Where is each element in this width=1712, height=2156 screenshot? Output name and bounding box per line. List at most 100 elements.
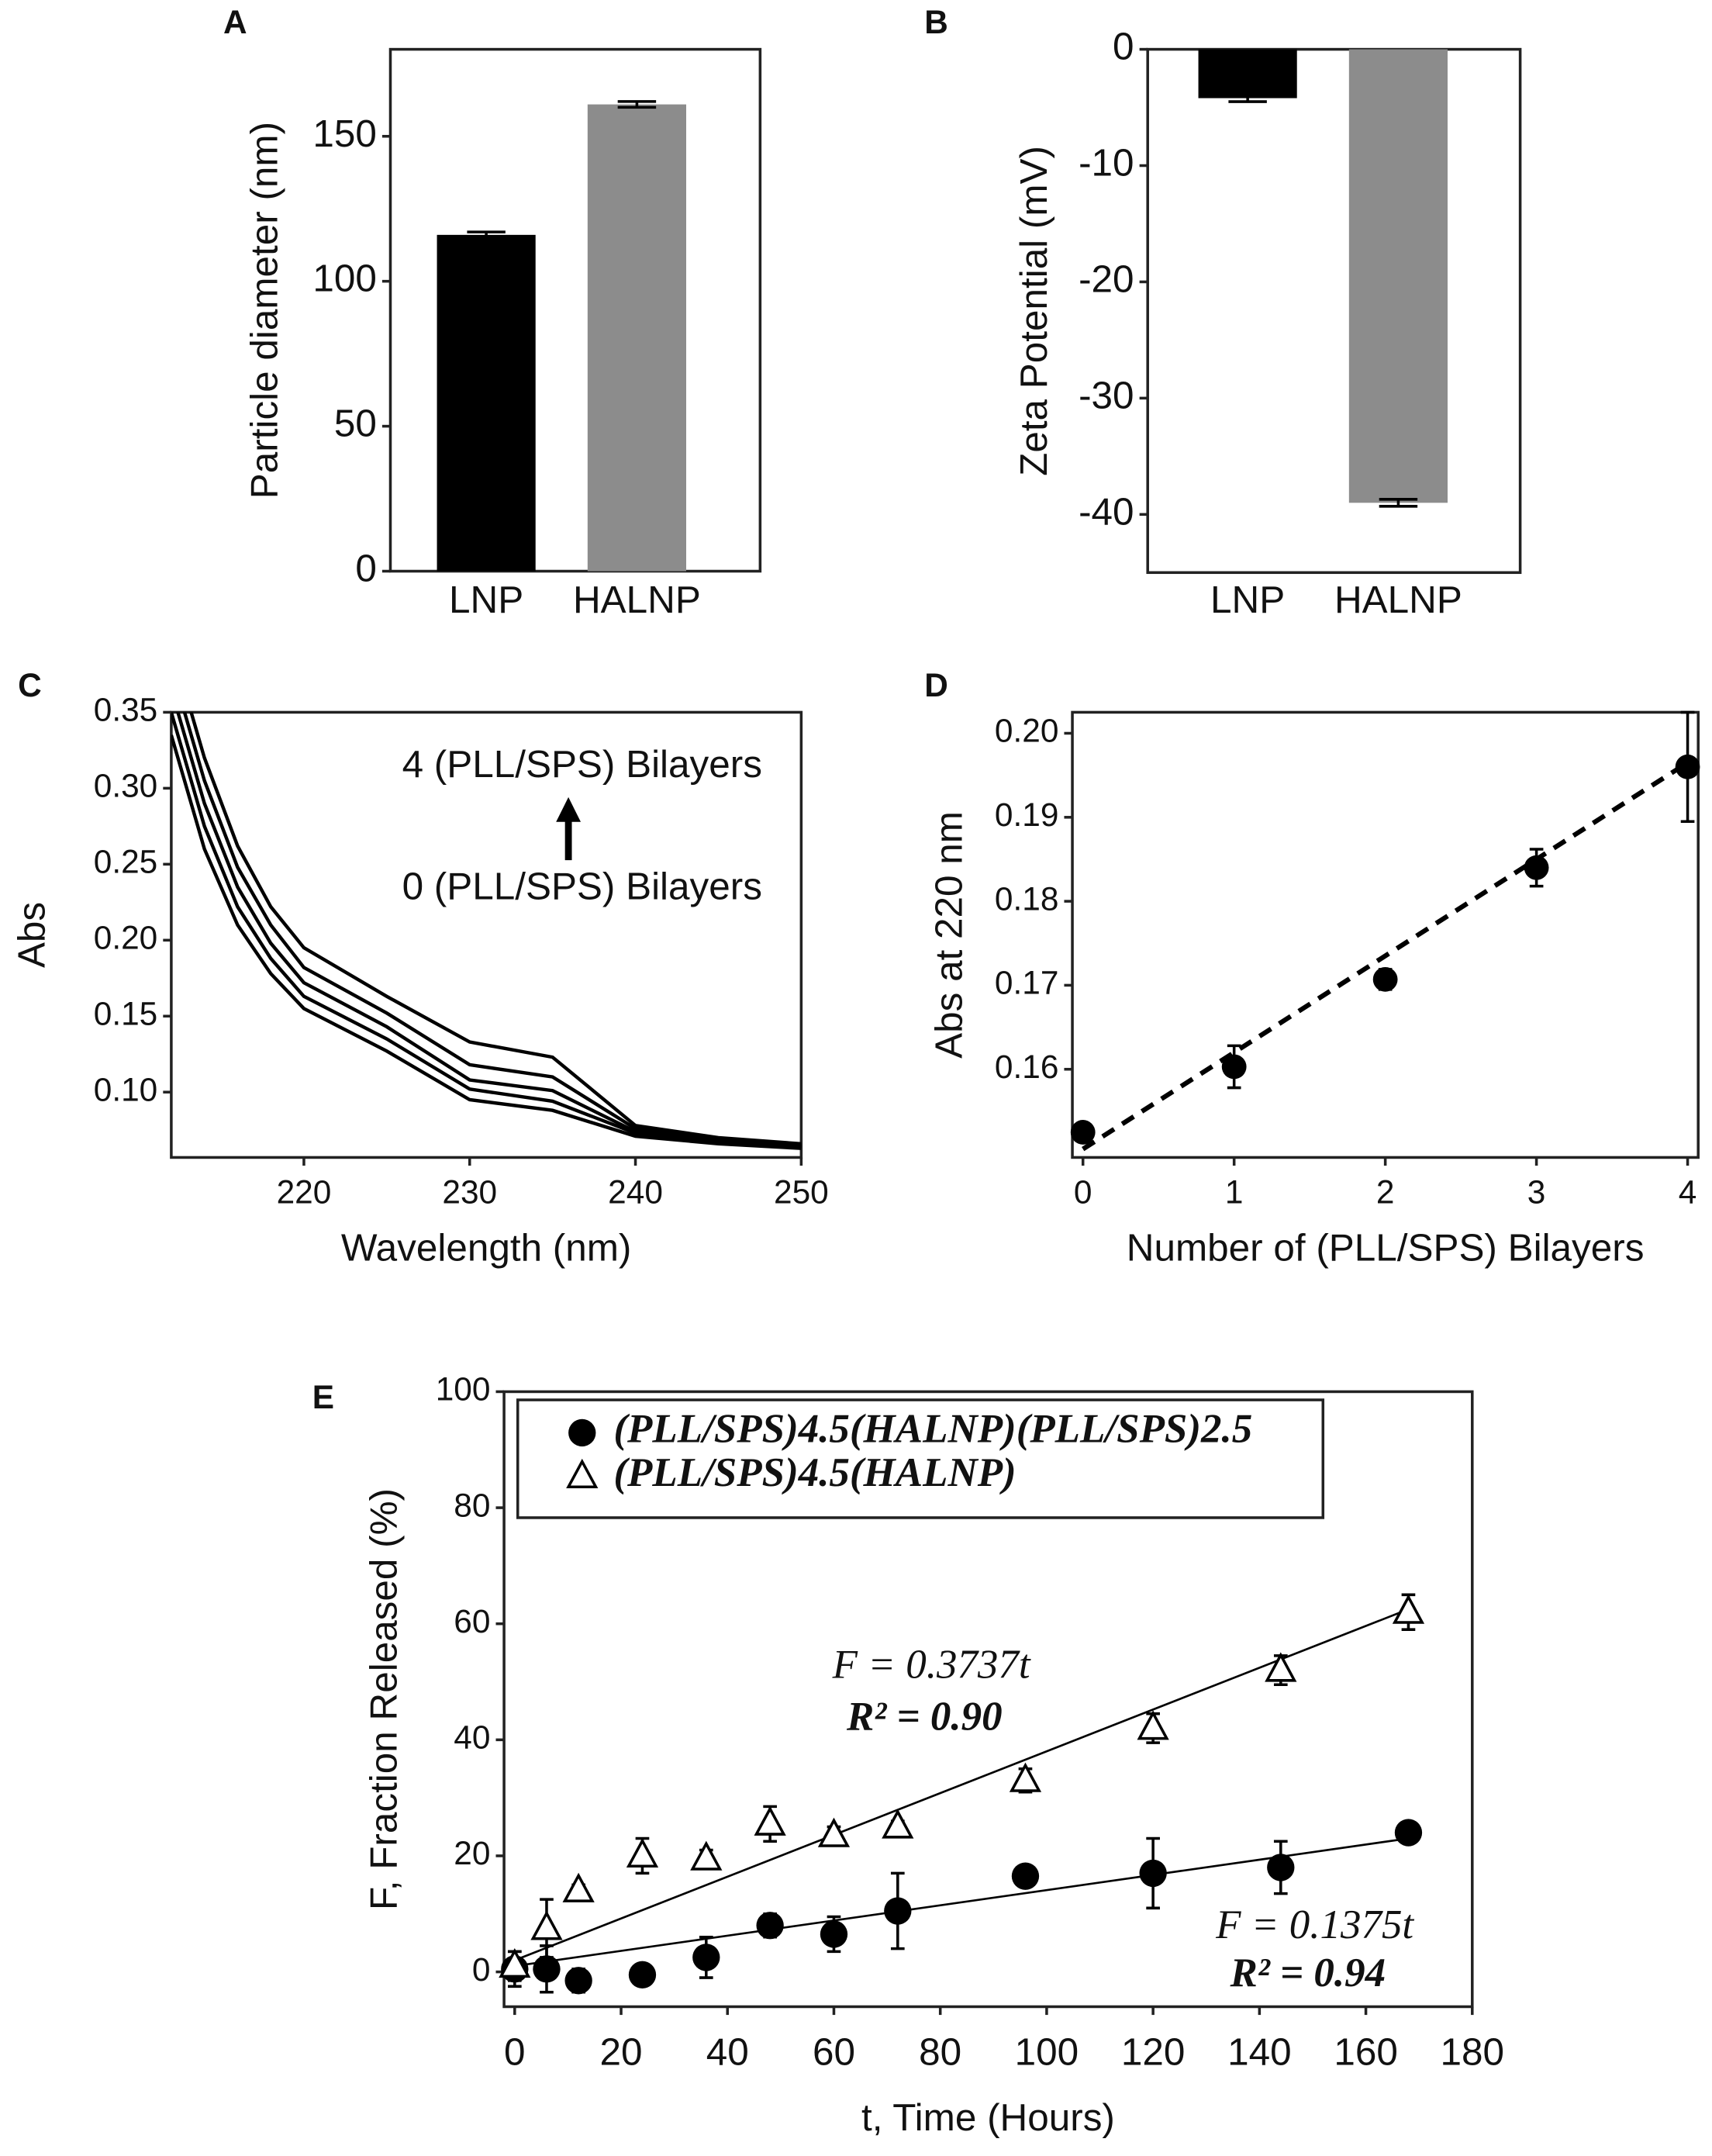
y-tick-label: 0.20	[995, 713, 1058, 749]
legend-marker	[566, 1458, 599, 1488]
y-tick-label: 0.30	[94, 768, 157, 804]
line	[176, 712, 802, 1149]
point	[882, 1809, 914, 1839]
y-tick-label: 0	[355, 548, 376, 590]
plot-frame	[1071, 710, 1700, 1159]
y-tick-label: 0.10	[94, 1071, 157, 1107]
y-tick-label: 100	[312, 257, 376, 300]
x-tick-label: 220	[277, 1173, 332, 1210]
plot-frame	[388, 47, 762, 573]
point	[820, 1920, 848, 1948]
line	[171, 734, 802, 1150]
y-tick-label: -40	[1079, 490, 1134, 533]
point	[1070, 1120, 1096, 1145]
y-tick-label: 0.19	[995, 796, 1058, 833]
annotation: R² = 0.90	[846, 1695, 1003, 1740]
y-tick-label: 50	[334, 403, 377, 445]
point	[533, 1955, 561, 1983]
point	[499, 1947, 531, 1978]
plot-frame	[1146, 47, 1522, 575]
y-axis-label: Abs	[10, 902, 53, 968]
panel-letter: C	[18, 667, 42, 703]
point	[1137, 1710, 1169, 1740]
point	[690, 1840, 723, 1871]
panel-letter: E	[312, 1379, 334, 1415]
fit-line	[1082, 760, 1690, 1152]
point	[1675, 754, 1700, 779]
y-tick-label: -30	[1079, 374, 1134, 416]
annotation: F = 0.3737t	[832, 1642, 1031, 1687]
y-tick-label: 0.35	[94, 692, 157, 728]
y-tick-label: 0.20	[94, 919, 157, 955]
x-axis-label: Wavelength (nm)	[341, 1227, 632, 1270]
panel-letter: B	[924, 4, 948, 40]
point	[754, 1805, 786, 1836]
y-tick-label: 0.15	[94, 995, 157, 1031]
legend-box	[516, 1398, 1325, 1519]
y-tick-label: 0.25	[94, 844, 157, 880]
x-tick-label: 250	[774, 1173, 829, 1210]
plot-frame	[502, 1390, 1474, 2009]
x-tick-label: 230	[442, 1173, 497, 1210]
x-tick-label: 180	[1441, 2030, 1504, 2073]
y-axis-label: Particle diameter (nm)	[243, 122, 286, 499]
y-tick-label: -10	[1079, 142, 1134, 185]
x-tick-label: 240	[608, 1173, 663, 1210]
point	[530, 1910, 563, 1940]
x-tick-label: LNP	[449, 579, 523, 621]
y-tick-label: 0.17	[995, 965, 1058, 1001]
y-tick-label: 60	[454, 1603, 490, 1639]
y-tick-label: 150	[312, 112, 376, 155]
x-axis-label: t, Time (Hours)	[861, 2096, 1115, 2139]
y-tick-label: 80	[454, 1487, 490, 1523]
point	[1265, 1652, 1297, 1682]
bar	[587, 104, 686, 572]
x-tick-label: 0	[504, 2030, 526, 2073]
x-tick-label: HALNP	[573, 579, 701, 621]
y-tick-label: 0	[1113, 26, 1134, 68]
point	[1394, 1819, 1423, 1847]
point	[1372, 966, 1398, 992]
y-axis-label: Zeta Potential (mV)	[1013, 146, 1055, 476]
y-tick-label: 40	[454, 1719, 490, 1756]
y-tick-label: 0.18	[995, 880, 1058, 917]
point	[1009, 1762, 1042, 1792]
point	[1524, 855, 1549, 880]
x-tick-label: 4	[1679, 1173, 1697, 1210]
point	[1392, 1594, 1425, 1624]
y-tick-label: 20	[454, 1835, 490, 1871]
bar	[437, 234, 536, 572]
x-tick-label: 160	[1334, 2030, 1397, 2073]
point	[884, 1897, 912, 1925]
x-tick-label: 140	[1227, 2030, 1291, 2073]
y-tick-label: 0.16	[995, 1049, 1058, 1085]
panel-letter: A	[223, 4, 247, 40]
fit-line	[514, 1837, 1409, 1968]
point	[628, 1961, 657, 1988]
legend-label: (PLL/SPS)4.5(HALNP)	[613, 1450, 1016, 1495]
annotation: 4 (PLL/SPS) Bilayers	[402, 743, 762, 786]
point	[562, 1872, 595, 1902]
fit-line	[514, 1608, 1409, 1961]
x-tick-label: 2	[1376, 1173, 1395, 1210]
annotation: R² = 0.94	[1230, 1950, 1386, 1995]
point	[1267, 1854, 1295, 1881]
legend-marker	[568, 1418, 596, 1447]
point	[692, 1944, 720, 1971]
arrow-head	[556, 796, 581, 822]
plot-frame	[170, 710, 803, 1159]
x-tick-label: LNP	[1210, 579, 1285, 621]
legend-label: (PLL/SPS)4.5(HALNP)(PLL/SPS)2.5	[613, 1407, 1252, 1452]
x-tick-label: 60	[813, 2030, 855, 2073]
point	[1139, 1859, 1167, 1888]
line	[182, 712, 802, 1147]
y-tick-label: 100	[436, 1371, 491, 1408]
y-axis-label: F, Fraction Released (%)	[362, 1488, 405, 1910]
x-tick-label: 100	[1015, 2030, 1079, 2073]
annotation: 0 (PLL/SPS) Bilayers	[402, 865, 762, 907]
panel-letter: D	[924, 667, 948, 703]
line	[189, 712, 802, 1146]
x-tick-label: 0	[1074, 1173, 1092, 1210]
